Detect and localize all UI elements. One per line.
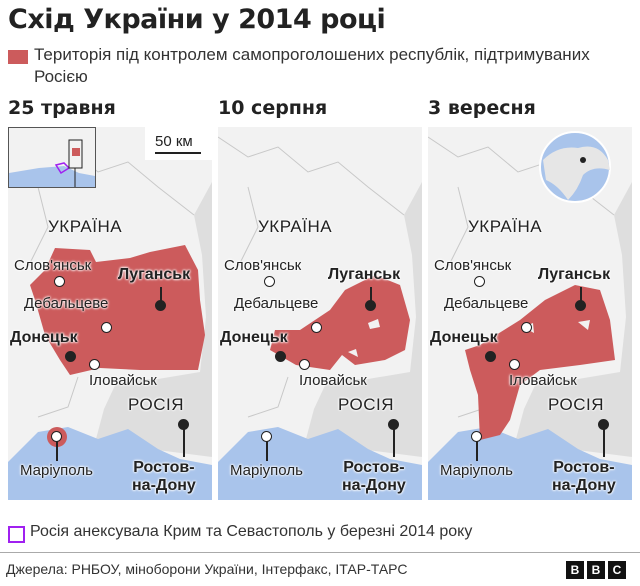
controlled-territory <box>465 285 615 440</box>
city-dot <box>54 276 65 287</box>
label-ukraine: УКРАЇНА <box>258 217 333 236</box>
label-luhansk: Луганськ <box>328 266 401 283</box>
city-dot <box>521 322 532 333</box>
label-debaltseve: Дебальцеве <box>444 295 529 312</box>
label-ukraine: УКРАЇНА <box>468 217 543 236</box>
label-sloviansk: Слов'янськ <box>224 257 302 274</box>
label-ilovaisk: Іловайськ <box>509 372 577 389</box>
label-sloviansk: Слов'янськ <box>14 257 92 274</box>
russia-land <box>96 182 212 457</box>
label-rostov: Ростов-на-Дону <box>552 459 616 494</box>
label-rostov: Ростов-на-Дону <box>342 459 406 494</box>
label-rostov: Ростов-на-Дону <box>132 459 196 494</box>
legend-swatch-controlled <box>8 50 28 64</box>
label-mariupol: Маріуполь <box>20 462 93 479</box>
label-luhansk: Луганськ <box>118 266 191 283</box>
city-dot <box>65 351 76 362</box>
city-dot <box>365 300 376 311</box>
legend-text-controlled: Територія під контролем самопроголошених… <box>34 45 590 86</box>
label-russia: РОСІЯ <box>548 395 604 414</box>
city-dot <box>485 351 496 362</box>
label-donetsk: Донецьк <box>220 329 288 346</box>
city-dot <box>509 359 520 370</box>
label-debaltseve: Дебальцеве <box>24 295 109 312</box>
border-lines <box>218 136 405 418</box>
label-russia: РОСІЯ <box>338 395 394 414</box>
label-ukraine: УКРАЇНА <box>48 217 123 236</box>
city-dot <box>264 276 275 287</box>
russia-land <box>306 182 422 457</box>
legend-swatch-crimea <box>8 526 25 543</box>
inset-locator-map <box>8 127 96 188</box>
city-dot <box>299 359 310 370</box>
panel-date: 3 вересня <box>428 97 536 119</box>
label-ilovaisk: Іловайськ <box>89 372 157 389</box>
russia-land <box>516 182 632 457</box>
label-sloviansk: Слов'янськ <box>434 257 512 274</box>
city-dot <box>474 276 485 287</box>
source-text: Джерела: РНБОУ, міноборони України, Інте… <box>6 561 408 577</box>
label-ilovaisk: Іловайськ <box>299 372 367 389</box>
map-panel: УКРАЇНА Слов'янськ Луганськ Дебальцеве Д… <box>218 127 422 500</box>
label-mariupol: Маріуполь <box>440 462 513 479</box>
city-dot <box>155 300 166 311</box>
globe-locator-icon <box>539 131 611 203</box>
city-dot <box>89 359 100 370</box>
label-donetsk: Донецьк <box>10 329 78 346</box>
city-dot <box>101 322 112 333</box>
map-panel: УКРАЇНА Слов'янськ Луганськ Дебальцеве Д… <box>428 127 632 500</box>
label-mariupol: Маріуполь <box>230 462 303 479</box>
city-dot <box>275 351 286 362</box>
page-title: Схід України у 2014 році <box>8 4 386 35</box>
city-dot <box>311 322 322 333</box>
label-debaltseve: Дебальцеве <box>234 295 319 312</box>
label-russia: РОСІЯ <box>128 395 184 414</box>
label-luhansk: Луганськ <box>538 266 611 283</box>
panel-date: 10 серпня <box>218 97 328 119</box>
divider <box>0 552 640 553</box>
scale-bar: 50 км <box>145 127 212 160</box>
sea <box>428 427 632 500</box>
sea <box>218 427 422 500</box>
map-panel: УКРАЇНА Слов'янськ Луганськ Дебальцеве Д… <box>8 127 212 500</box>
map <box>218 127 422 500</box>
controlled-territory <box>270 275 410 370</box>
legend-text-crimea: Росія анексувала Крим та Севастополь у б… <box>30 523 473 540</box>
city-dot <box>575 300 586 311</box>
label-donetsk: Донецьк <box>430 329 498 346</box>
panel-date: 25 травня <box>8 97 116 119</box>
